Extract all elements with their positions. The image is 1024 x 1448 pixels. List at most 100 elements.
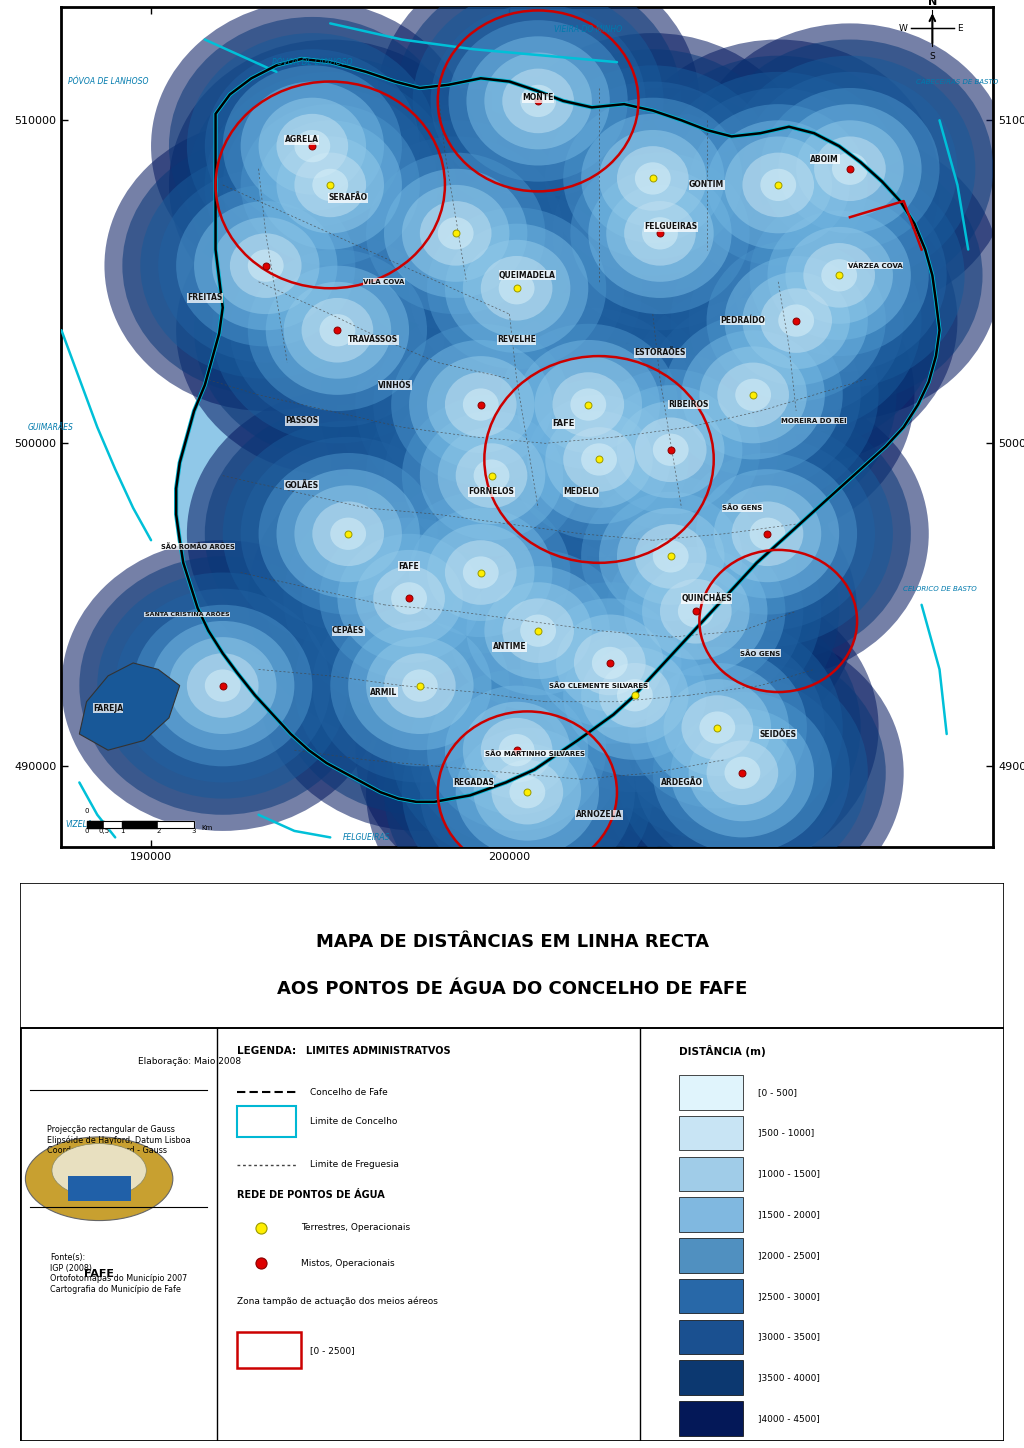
Text: S: S (930, 52, 935, 61)
Circle shape (187, 653, 259, 718)
Circle shape (653, 433, 689, 466)
Circle shape (760, 288, 831, 353)
Circle shape (499, 88, 821, 379)
Circle shape (391, 175, 642, 401)
Circle shape (592, 647, 628, 679)
Text: ]3500 - 4000]: ]3500 - 4000] (758, 1373, 819, 1383)
Circle shape (635, 524, 707, 589)
Text: FAFE: FAFE (398, 562, 420, 571)
Circle shape (556, 582, 879, 873)
Text: Elaboração: Maio 2008: Elaboração: Maio 2008 (138, 1057, 242, 1066)
Circle shape (374, 159, 660, 417)
Circle shape (395, 501, 682, 760)
Circle shape (377, 0, 699, 246)
Circle shape (348, 346, 635, 605)
Circle shape (331, 120, 582, 346)
Circle shape (699, 711, 735, 744)
Circle shape (617, 679, 653, 711)
Circle shape (212, 217, 319, 314)
Circle shape (410, 508, 553, 637)
Text: PÓVOA DE LANHOSO: PÓVOA DE LANHOSO (272, 58, 352, 67)
Text: Projecção rectangular de Gauss
Elipsóide de Hayford, Datum Lisboa
Coordenadas Ha: Projecção rectangular de Gauss Elipsóide… (47, 1125, 190, 1156)
Circle shape (731, 178, 946, 372)
Circle shape (714, 485, 821, 582)
Circle shape (606, 530, 785, 692)
Circle shape (212, 217, 463, 443)
Text: GONTIM: GONTIM (689, 181, 724, 190)
Circle shape (438, 314, 760, 605)
Text: PÓVOA DE LANHOSO: PÓVOA DE LANHOSO (68, 77, 148, 85)
Circle shape (664, 679, 771, 776)
Circle shape (581, 627, 903, 918)
Circle shape (248, 453, 570, 744)
Bar (68, 1176, 131, 1200)
Text: PASSOS: PASSOS (285, 416, 318, 426)
Circle shape (610, 265, 897, 524)
Circle shape (104, 120, 427, 411)
Circle shape (527, 320, 814, 579)
Circle shape (552, 136, 767, 330)
Circle shape (570, 498, 821, 724)
Circle shape (420, 695, 635, 889)
Circle shape (707, 740, 778, 805)
Circle shape (169, 637, 276, 734)
Circle shape (52, 1144, 146, 1197)
Circle shape (635, 175, 957, 466)
Text: MOREIRA DO REI: MOREIRA DO REI (781, 417, 847, 424)
Circle shape (241, 437, 456, 631)
Circle shape (312, 169, 348, 201)
Circle shape (492, 566, 778, 824)
Text: ARMIL: ARMIL (371, 688, 397, 696)
Circle shape (402, 185, 510, 282)
Circle shape (445, 685, 589, 815)
Circle shape (431, 534, 646, 727)
Text: E: E (957, 23, 963, 33)
Circle shape (671, 207, 922, 433)
Text: 0,5: 0,5 (99, 828, 110, 834)
Circle shape (688, 223, 903, 417)
Circle shape (26, 1137, 173, 1221)
Circle shape (625, 547, 768, 676)
Circle shape (628, 282, 879, 508)
Text: GUIMARÃES: GUIMARÃES (28, 423, 74, 432)
Text: AOS PONTOS DE ÁGUA DO CONCELHO DE FAFE: AOS PONTOS DE ÁGUA DO CONCELHO DE FAFE (276, 980, 748, 998)
Circle shape (616, 660, 867, 886)
Circle shape (391, 492, 570, 653)
Circle shape (635, 162, 671, 194)
Circle shape (609, 631, 824, 824)
Circle shape (695, 146, 982, 404)
Text: PEDRAÍDO: PEDRAÍDO (720, 316, 765, 324)
Circle shape (319, 427, 642, 718)
Circle shape (276, 556, 563, 815)
Circle shape (509, 379, 688, 540)
Circle shape (259, 540, 582, 831)
Text: SÃO ROMÃO ARÕES: SÃO ROMÃO ARÕES (161, 543, 234, 550)
Circle shape (492, 33, 814, 324)
Circle shape (384, 169, 527, 298)
Circle shape (592, 614, 843, 841)
Circle shape (348, 621, 492, 750)
Circle shape (552, 372, 624, 437)
Circle shape (265, 469, 552, 727)
Circle shape (563, 353, 778, 547)
Circle shape (331, 605, 510, 766)
Circle shape (617, 508, 725, 605)
Text: CELORICO DE BASTO: CELORICO DE BASTO (902, 585, 977, 592)
Circle shape (588, 169, 731, 298)
Circle shape (742, 152, 814, 217)
Bar (87, 821, 195, 828)
Text: QUINCHÃES: QUINCHÃES (681, 594, 732, 604)
Text: ARNOZELA: ARNOZELA (575, 811, 623, 820)
Circle shape (456, 330, 742, 589)
Circle shape (484, 582, 592, 679)
Circle shape (410, 653, 625, 847)
Circle shape (319, 517, 499, 679)
Circle shape (384, 663, 671, 921)
Circle shape (582, 369, 761, 530)
Circle shape (401, 679, 652, 905)
Circle shape (466, 534, 753, 792)
Circle shape (481, 256, 553, 320)
Circle shape (241, 104, 420, 265)
Circle shape (431, 4, 646, 198)
Circle shape (582, 647, 689, 744)
